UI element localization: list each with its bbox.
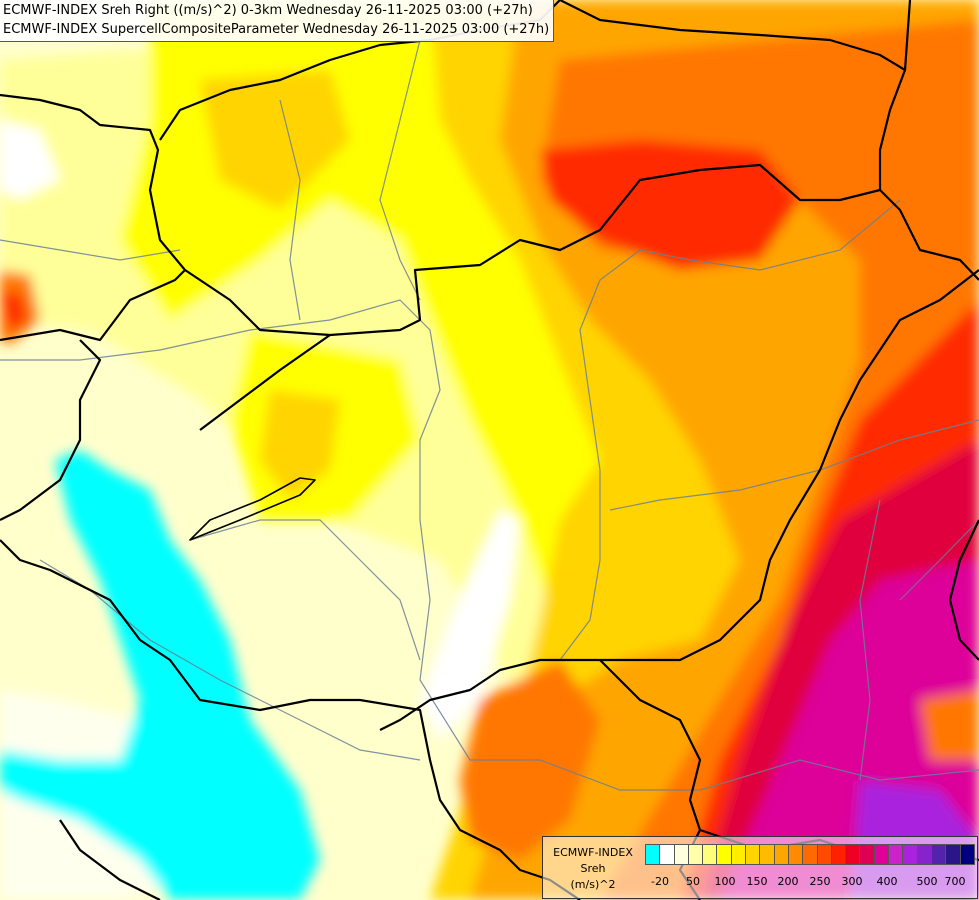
- legend-swatch: [916, 844, 932, 865]
- legend-swatch: [659, 844, 675, 865]
- legend-swatch: [959, 844, 975, 865]
- river-drava: [189, 519, 421, 661]
- river-vah: [379, 39, 421, 301]
- legend-unit: (m/s)^2: [570, 878, 616, 891]
- map-title: ECMWF-INDEX Sreh Right ((m/s)^2) 0-3km W…: [0, 0, 555, 42]
- field-orange-patch-southeast: [920, 690, 979, 760]
- border-croatia-bosnia: [69, 579, 581, 900]
- river-danube: [0, 299, 979, 791]
- legend-swatch: [930, 844, 947, 865]
- legend-ticks: -20 50 100 150 200 250 300 400 500 700: [645, 875, 967, 889]
- legend-swatch: [816, 844, 832, 865]
- field-red-north: [540, 140, 800, 270]
- legend-swatch: [845, 844, 861, 865]
- legend-swatch: [830, 844, 847, 865]
- legend-tick-label: 50: [686, 875, 700, 888]
- title-line-1: ECMWF-INDEX Sreh Right ((m/s)^2) 0-3km W…: [3, 3, 533, 18]
- legend-swatch: [702, 844, 718, 865]
- legend-swatch: [673, 844, 689, 865]
- legend-swatch: [716, 844, 732, 865]
- legend-tick-label: 500: [916, 875, 938, 888]
- field-red-hotspot-west: [2, 290, 26, 330]
- border-austria-south: [0, 269, 186, 342]
- legend-swatch: [645, 844, 661, 865]
- legend-swatch: [773, 844, 789, 865]
- legend-swatch: [687, 844, 704, 865]
- field-white-northwest: [0, 120, 60, 200]
- legend-tick-label: 200: [777, 875, 799, 888]
- border-germany-czech: [0, 93, 186, 271]
- river-morava: [279, 99, 301, 321]
- legend-variable: Sreh: [580, 862, 606, 875]
- border-ukraine: [878, 69, 907, 190]
- border-poland-slovakia: [559, 0, 912, 72]
- border-bosnia-south: [0, 539, 71, 581]
- field-white-centre: [420, 510, 520, 740]
- legend-tick-label: -20: [651, 875, 669, 888]
- river-inn: [0, 239, 181, 261]
- river-mures: [609, 419, 979, 511]
- river-east: [899, 519, 979, 601]
- legend-swatch: [859, 844, 875, 865]
- title-line-2: ECMWF-INDEX SupercellCompositeParameter …: [3, 22, 550, 37]
- border-hungary-romania: [580, 269, 979, 662]
- field-cyan: [0, 450, 320, 900]
- legend-tick-label: 400: [876, 875, 898, 888]
- legend-swatch: [902, 844, 918, 865]
- border-romania-east: [948, 519, 979, 661]
- legend-tick-label: 150: [746, 875, 768, 888]
- legend-tick-label: 300: [841, 875, 863, 888]
- river-tisza: [559, 199, 901, 661]
- border-hungary-serbia: [379, 658, 580, 731]
- color-legend: ECMWF-INDEX Sreh (m/s)^2 -20 50 100 150 200 2…: [542, 836, 978, 899]
- legend-tick-label: 250: [809, 875, 831, 888]
- legend-swatch: [787, 844, 804, 865]
- legend-swatch: [945, 844, 961, 865]
- legend-swatch: [730, 844, 747, 865]
- legend-swatch: [802, 844, 818, 865]
- field-gold-west: [260, 390, 340, 500]
- border-austria-czech-slovakia: [184, 163, 979, 337]
- legend-source: ECMWF-INDEX: [553, 846, 633, 859]
- rivers: [0, 39, 979, 791]
- legend-swatch: [888, 844, 904, 865]
- field-gold-north: [200, 70, 350, 210]
- border-lake-balaton: [189, 477, 316, 541]
- border-hungary-west: [199, 334, 331, 431]
- river-olt: [859, 499, 881, 781]
- legend-swatch: [745, 844, 761, 865]
- legend-swatch: [759, 844, 775, 865]
- border-bosnia-montenegro: [59, 819, 161, 900]
- legend-swatches: [645, 844, 975, 865]
- border-austria-slovenia: [0, 339, 102, 521]
- legend-swatch: [873, 844, 890, 865]
- legend-tick-label: 700: [944, 875, 966, 888]
- legend-tick-label: 100: [714, 875, 736, 888]
